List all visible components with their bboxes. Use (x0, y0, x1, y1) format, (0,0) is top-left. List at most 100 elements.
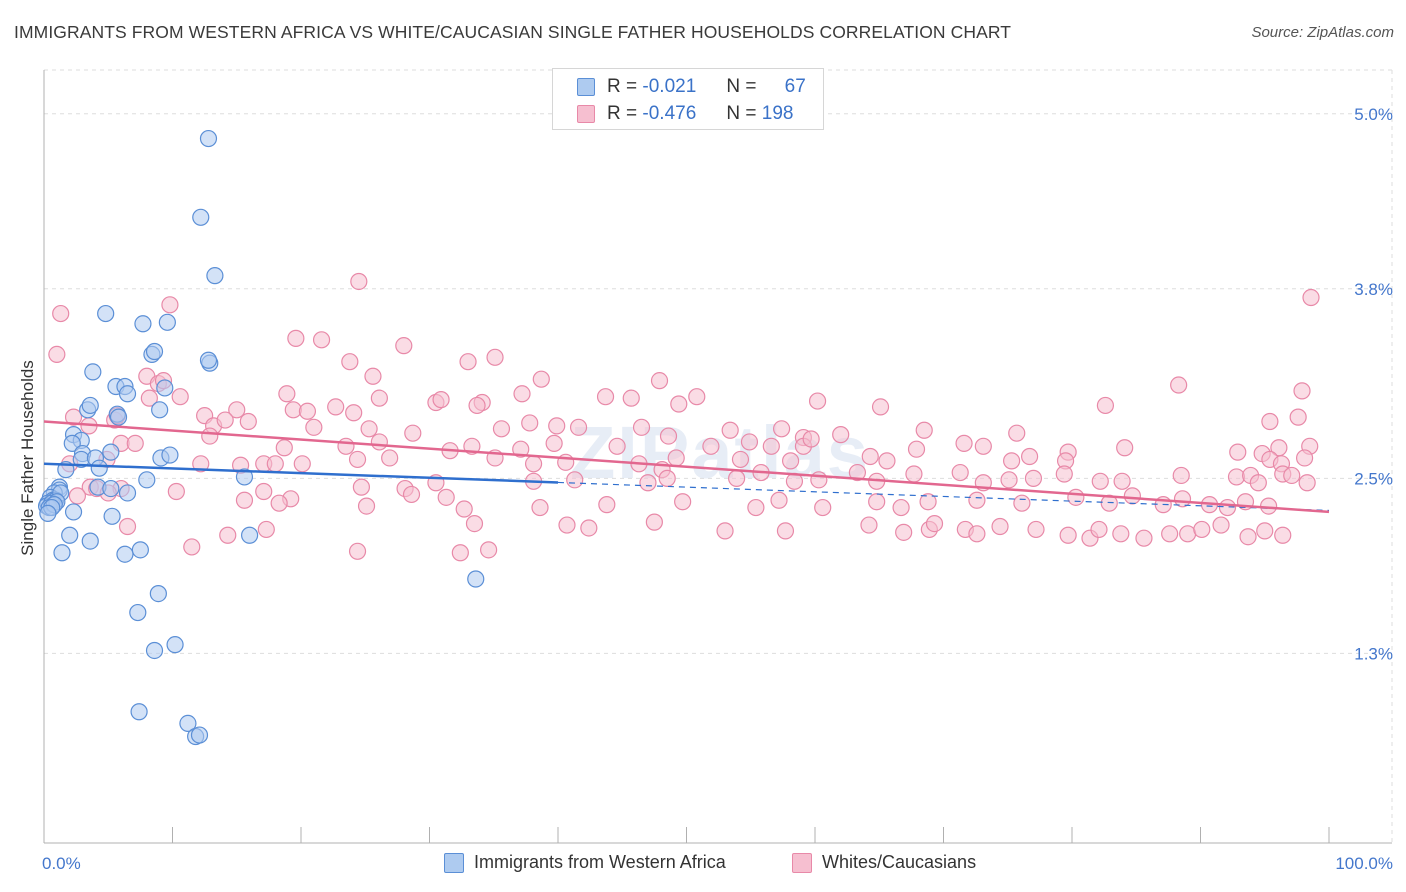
point-whites (892, 498, 910, 517)
point-whites (569, 418, 588, 436)
point-whites (201, 427, 219, 445)
point-whites (161, 296, 179, 314)
point-whites (1302, 288, 1320, 307)
point-whites (266, 455, 284, 473)
point-whites (659, 427, 678, 445)
point-whites (1212, 516, 1230, 534)
point-whites (480, 541, 498, 559)
point-whites (521, 414, 539, 432)
point-whites (1293, 382, 1311, 400)
point-whites (345, 404, 363, 422)
point-whites (1170, 376, 1188, 394)
point-whites (257, 520, 275, 539)
point-whites (670, 395, 688, 413)
point-immigrants (199, 129, 218, 148)
point-immigrants (158, 313, 176, 331)
point-whites (192, 455, 210, 473)
point-whites (235, 491, 254, 509)
y-tick-labels: 5.0% 3.8% 2.5% 1.3% (1354, 105, 1393, 664)
point-whites (968, 525, 986, 543)
point-whites (762, 437, 780, 455)
point-whites (716, 522, 734, 540)
legend-n-value: 198 (761, 103, 794, 124)
x-tick-label-max: 100.0% (1335, 854, 1393, 873)
point-whites (1161, 525, 1179, 543)
point-whites (861, 447, 879, 466)
point-immigrants (156, 379, 174, 397)
point-immigrants (235, 468, 254, 486)
axes (43, 70, 1392, 844)
legend-r-label: R = (607, 76, 638, 97)
point-whites (364, 367, 382, 385)
point-whites (1020, 447, 1039, 466)
point-immigrants (206, 267, 224, 285)
point-immigrants (130, 703, 148, 721)
point-whites (860, 516, 878, 534)
point-immigrants (63, 434, 81, 452)
point-whites (278, 385, 296, 403)
point-whites (740, 433, 759, 451)
legend-row-pink: R = -0.476 N = 198 (577, 102, 806, 126)
trend-line-whites (43, 420, 1330, 514)
point-whites (1008, 424, 1026, 442)
legend-n-value: 67 (784, 76, 806, 97)
point-whites (298, 402, 317, 420)
point-whites (1283, 466, 1301, 485)
bottom-legend-pink: Whites/Caucasians (792, 852, 976, 873)
point-whites (370, 389, 388, 407)
point-whites (1274, 526, 1292, 544)
point-whites (558, 516, 576, 534)
point-immigrants (129, 603, 147, 622)
point-whites (512, 440, 530, 458)
point-whites (919, 493, 937, 511)
point-whites (1090, 520, 1108, 539)
point-whites (52, 304, 70, 323)
y-tick-label: 3.8% (1354, 280, 1393, 299)
point-whites (905, 465, 923, 483)
point-whites (1112, 525, 1130, 543)
point-immigrants (90, 459, 108, 477)
point-immigrants (166, 636, 184, 654)
point-whites (350, 272, 368, 291)
point-whites (598, 496, 616, 514)
point-whites (255, 482, 273, 501)
source-label: Source: ZipAtlas.com (1251, 24, 1394, 41)
point-whites (1179, 525, 1197, 543)
point-whites (1298, 474, 1316, 492)
point-whites (955, 434, 973, 452)
point-whites (395, 337, 413, 355)
point-whites (1067, 488, 1085, 506)
point-whites (1027, 520, 1045, 539)
point-whites (404, 424, 422, 442)
point-immigrants (84, 363, 102, 381)
point-whites (1116, 439, 1134, 457)
point-whites (531, 498, 549, 517)
point-whites (68, 487, 87, 505)
point-whites (48, 345, 66, 364)
point-whites (814, 498, 832, 517)
point-immigrants (131, 541, 149, 559)
series-immigrants-points (37, 129, 485, 746)
point-whites (702, 437, 720, 455)
y-tick-label: 2.5% (1354, 469, 1393, 488)
point-immigrants (190, 726, 209, 744)
point-whites (1239, 528, 1257, 546)
legend-row-blue: R = -0.021 N = 67 (577, 75, 806, 99)
point-immigrants (138, 471, 156, 489)
point-whites (925, 514, 944, 533)
point-whites (721, 421, 739, 439)
point-whites (284, 401, 302, 419)
point-immigrants (81, 396, 99, 415)
point-whites (622, 389, 640, 407)
point-immigrants (145, 641, 164, 660)
point-whites (459, 353, 477, 371)
point-whites (1295, 449, 1314, 467)
point-whites (352, 478, 370, 496)
legend-swatch-pink (577, 105, 595, 123)
correlation-legend: R = -0.021 N = 67 R = -0.476 N = 198 (552, 68, 824, 130)
point-whites (239, 412, 257, 431)
point-whites (532, 370, 550, 388)
point-whites (1193, 520, 1211, 539)
bottom-legend-label-blue: Immigrants from Western Africa (474, 852, 726, 872)
